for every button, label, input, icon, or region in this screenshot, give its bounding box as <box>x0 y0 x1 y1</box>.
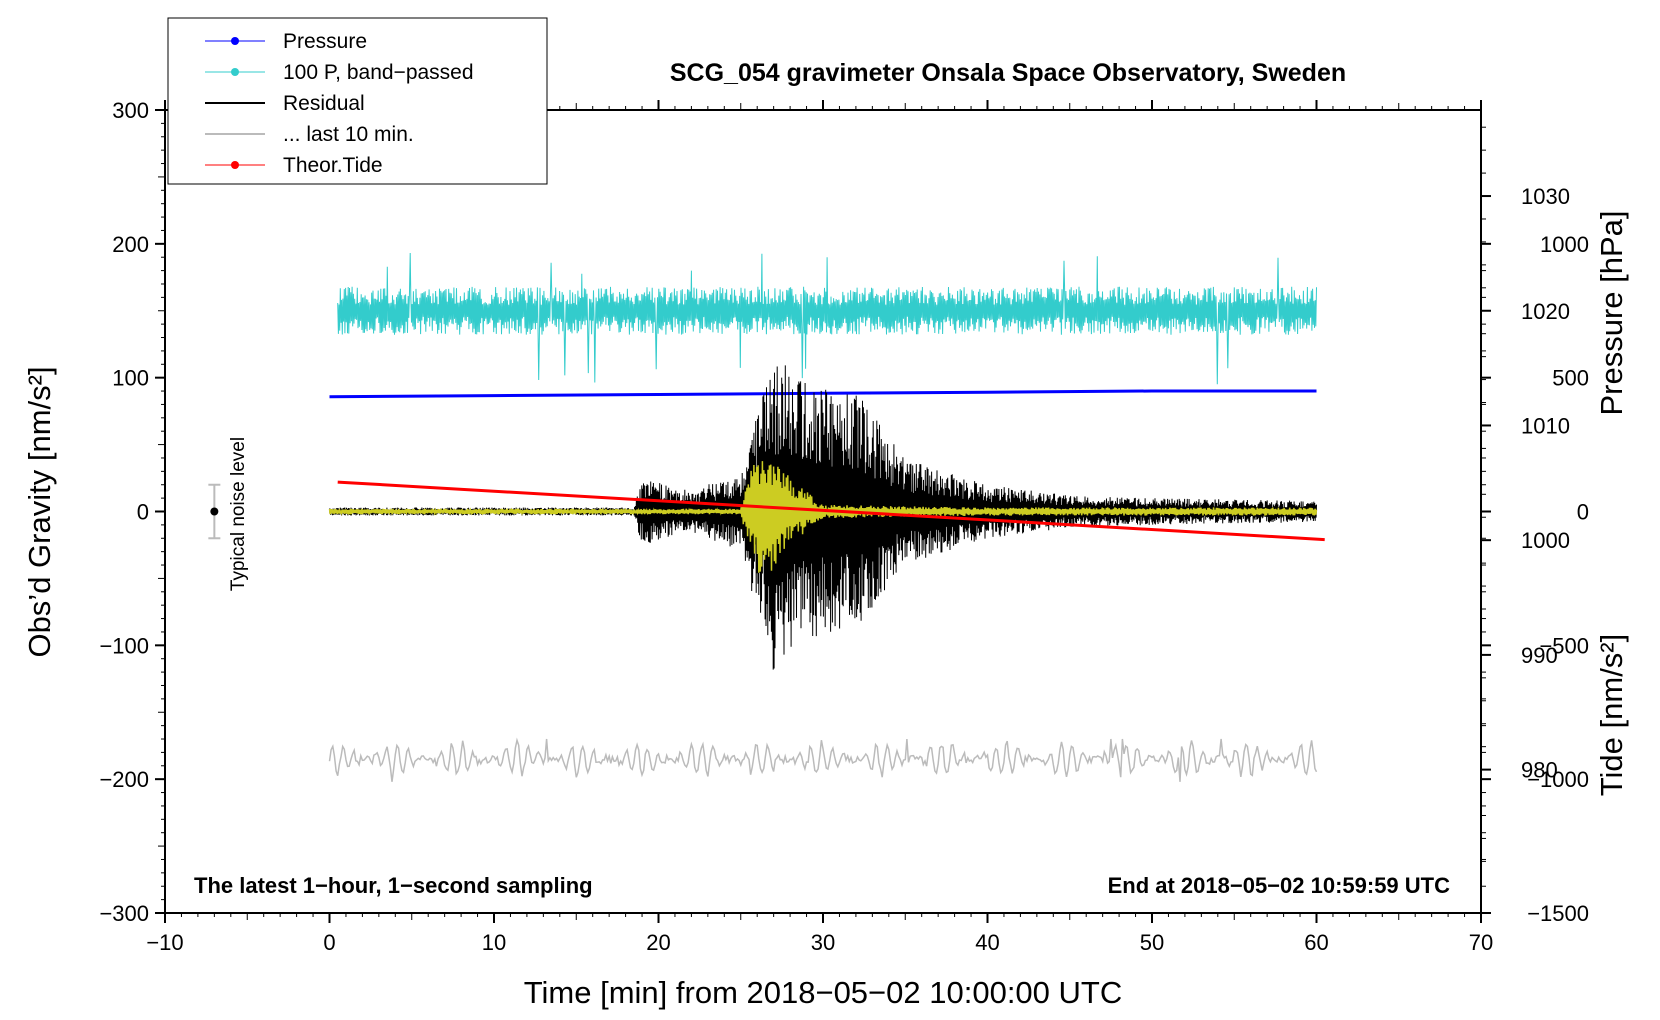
x-tick-label: 60 <box>1304 930 1328 955</box>
series-layer <box>328 252 1325 782</box>
legend-label: Pressure <box>283 30 367 53</box>
x-tick-label: 50 <box>1140 930 1164 955</box>
legend-marker <box>231 68 239 76</box>
series-line-residual-bandpassed <box>328 461 1318 573</box>
legend-label: ... last 10 min. <box>283 123 414 146</box>
y-tick-label: 300 <box>112 98 149 123</box>
y-axis-title-pressure: Pressure [hPa] <box>1594 210 1629 415</box>
noise-level-bar <box>208 483 221 540</box>
tide-tick-label: −500 <box>1539 633 1589 658</box>
y-tick-label: −300 <box>99 901 149 926</box>
pressure-tick-label: 1010 <box>1521 413 1570 438</box>
x-tick-label: 10 <box>482 930 506 955</box>
y-axis-title-gravity: Obs’d Gravity [nm/s²] <box>22 366 57 657</box>
y-tick-label: 100 <box>112 366 149 391</box>
legend: Pressure 100 P, band−passed Residual ... la… <box>167 17 548 185</box>
pressure-tick-label: 1030 <box>1521 184 1570 209</box>
pressure-tick-label: 990 <box>1521 643 1558 668</box>
pressure-tick-label: 1000 <box>1521 528 1570 553</box>
y-tick-label: −100 <box>99 633 149 658</box>
tide-tick-label: 1000 <box>1540 232 1589 257</box>
pressure-tick-label: 1020 <box>1521 299 1570 324</box>
y-axis-title-tide: Tide [nm/s²] <box>1594 634 1629 797</box>
noise-level-label: Typical noise level <box>228 437 249 591</box>
x-tick-label: 0 <box>323 930 335 955</box>
x-axis-title: Time [min] from 2018−05−02 10:00:00 UTC <box>524 975 1123 1010</box>
tide-tick-label: −1000 <box>1527 767 1589 792</box>
x-tick-label: 40 <box>975 930 999 955</box>
tide-tick-label: −1500 <box>1527 901 1589 926</box>
legend-marker <box>231 37 239 45</box>
annotation-end-time: End at 2018−05−02 10:59:59 UTC <box>1108 873 1451 898</box>
legend-label: 100 P, band−passed <box>283 61 474 84</box>
x-tick-label: 30 <box>811 930 835 955</box>
series-line-last-10-min <box>328 737 1318 782</box>
legend-box <box>167 17 548 185</box>
y-tick-label: 200 <box>112 232 149 257</box>
legend-marker <box>231 161 239 169</box>
series-line-theor-tide <box>337 480 1325 542</box>
x-tick-label: 20 <box>646 930 670 955</box>
y-tick-label: −200 <box>99 767 149 792</box>
noise-bar-dot <box>210 507 219 516</box>
series-line-bandpassed-pressure <box>337 252 1317 385</box>
y-tick-label: 0 <box>137 500 149 525</box>
series-line-pressure <box>329 389 1317 399</box>
x-tick-label: −10 <box>146 930 183 955</box>
annotation-sampling: The latest 1−hour, 1−second sampling <box>194 873 593 898</box>
legend-label: Residual <box>283 92 365 115</box>
x-tick-label: 70 <box>1469 930 1493 955</box>
legend-label: Theor.Tide <box>283 154 383 177</box>
pressure-tick-label: 980 <box>1521 758 1558 783</box>
ticks-layer: −10 0 10 20 30 40 50 60 70−300−200−1000100200300… <box>99 98 1589 955</box>
tide-tick-label: 500 <box>1552 366 1589 391</box>
chart-title: SCG_054 gravimeter Onsala Space Observat… <box>670 59 1346 87</box>
tide-tick-label: 0 <box>1577 500 1589 525</box>
